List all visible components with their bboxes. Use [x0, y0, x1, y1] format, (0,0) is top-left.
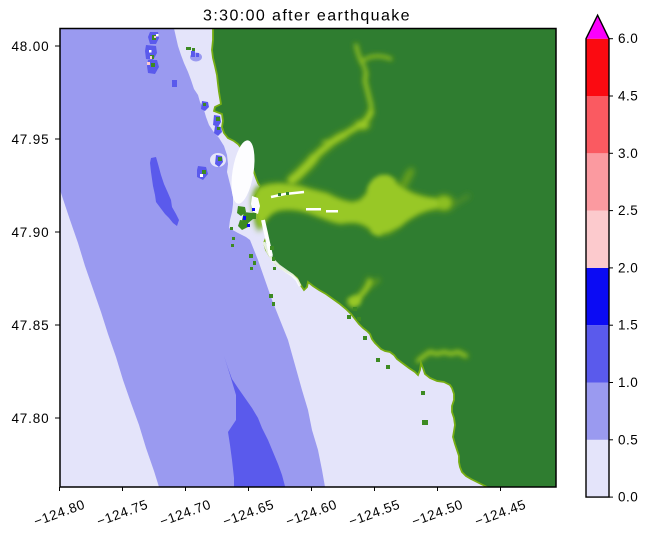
svg-text:0.0: 0.0: [618, 490, 638, 505]
svg-text:−124.50: −124.50: [410, 497, 465, 529]
svg-text:6.0: 6.0: [618, 31, 638, 46]
svg-text:2.5: 2.5: [618, 203, 638, 218]
svg-text:−124.65: −124.65: [221, 497, 276, 529]
svg-text:1.0: 1.0: [618, 375, 638, 390]
svg-text:−124.45: −124.45: [473, 497, 528, 529]
svg-text:−124.80: −124.80: [32, 497, 87, 529]
svg-text:47.80: 47.80: [11, 411, 49, 426]
svg-text:−124.70: −124.70: [158, 497, 213, 529]
svg-text:−124.55: −124.55: [347, 497, 402, 529]
svg-text:2.0: 2.0: [618, 260, 638, 275]
svg-text:47.85: 47.85: [11, 318, 49, 333]
svg-text:47.95: 47.95: [11, 132, 49, 147]
svg-text:3.0: 3.0: [618, 146, 638, 161]
svg-text:3:30:00 after earthquake: 3:30:00 after earthquake: [203, 8, 411, 25]
svg-text:0.5: 0.5: [618, 432, 638, 447]
svg-text:−124.60: −124.60: [284, 497, 339, 529]
svg-text:1.5: 1.5: [618, 318, 638, 333]
svg-text:4.5: 4.5: [618, 89, 638, 104]
svg-text:−124.75: −124.75: [95, 497, 150, 529]
svg-text:48.00: 48.00: [11, 39, 49, 54]
svg-text:47.90: 47.90: [11, 225, 49, 240]
